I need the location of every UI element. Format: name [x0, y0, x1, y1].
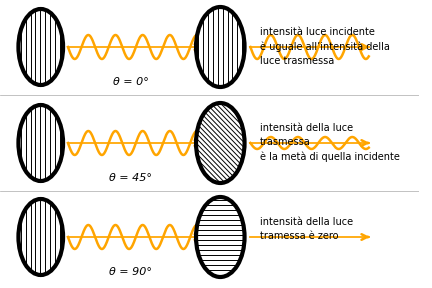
- Text: θ = 90°: θ = 90°: [109, 267, 152, 277]
- Ellipse shape: [19, 199, 63, 275]
- Ellipse shape: [196, 103, 245, 183]
- Text: θ = 0°: θ = 0°: [113, 77, 149, 87]
- Ellipse shape: [196, 197, 245, 277]
- Ellipse shape: [19, 105, 63, 181]
- Ellipse shape: [19, 9, 63, 85]
- Text: intensità della luce
tramessa è zero: intensità della luce tramessa è zero: [260, 217, 353, 241]
- Ellipse shape: [196, 7, 245, 87]
- Text: intensità della luce
trasmessa
è la metà di quella incidente: intensità della luce trasmessa è la metà…: [260, 123, 400, 162]
- Text: θ = 45°: θ = 45°: [109, 173, 152, 183]
- Text: intensità luce incidente
è uguale all’intensità della
luce trasmessa: intensità luce incidente è uguale all’in…: [260, 27, 390, 66]
